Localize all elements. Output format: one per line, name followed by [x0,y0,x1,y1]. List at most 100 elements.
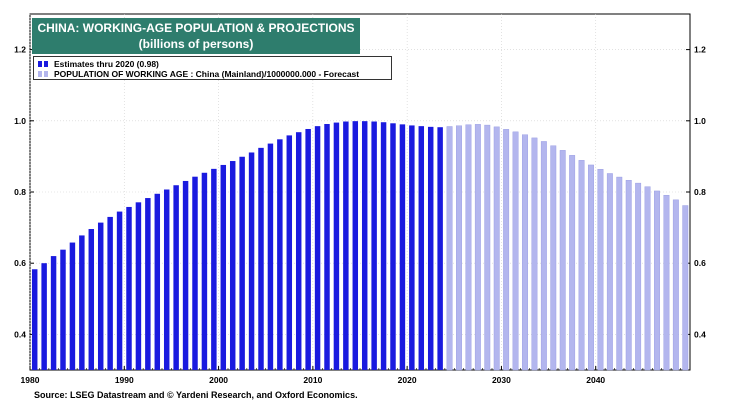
chart-title-box: CHINA: WORKING-AGE POPULATION & PROJECTI… [32,18,360,54]
x-tick-label: 2030 [492,375,511,385]
bar-estimate [418,126,425,370]
legend-swatch-forecast [38,71,42,77]
bar-estimate [41,263,47,370]
chart-legend: Estimates thru 2020 (0.98) POPULATION OF… [33,56,392,80]
y-tick-label-left: 1.0 [14,116,26,126]
bar-estimate [107,216,113,370]
bar-estimate [399,124,406,370]
bar-estimate [126,206,132,370]
x-tick-label: 1980 [21,375,40,385]
y-tick-label-left: 1.2 [14,45,26,55]
bar-forecast [616,176,623,371]
chart-subtitle: (billions of persons) [138,37,254,51]
y-tick-label-right: 1.2 [694,45,706,55]
chart-title: CHINA: WORKING-AGE POPULATION & PROJECTI… [37,21,355,35]
bar-forecast [465,124,472,371]
y-tick-label-left: 0.6 [14,258,26,268]
bar-estimate [352,121,359,370]
bar-estimate [211,168,217,370]
bar-estimate [343,121,349,371]
bar-forecast [484,124,491,371]
bar-forecast [522,134,528,371]
bar-estimate [258,147,264,370]
x-tick-label: 2040 [586,375,605,385]
bar-estimate [248,152,255,370]
bar-estimate [60,249,66,370]
bar-estimate [333,122,340,370]
bar-estimate [145,198,151,370]
bar-estimate [79,235,85,370]
bar-estimate [69,242,76,370]
bar-estimate [380,122,387,370]
bar-forecast [625,180,632,371]
y-tick-label-right: 1.0 [694,116,706,126]
bar-forecast [672,199,679,371]
x-tick-label: 1990 [115,375,134,385]
bar-forecast [550,145,557,371]
y-tick-label-left: 0.8 [14,187,26,197]
y-tick-label-right: 0.6 [694,258,706,268]
bar-forecast [663,195,670,371]
bar-forecast [456,125,462,371]
bar-forecast [597,169,604,371]
x-tick-label: 2000 [209,375,228,385]
source-note: Source: LSEG Datastream and © Yardeni Re… [34,390,358,400]
bar-estimate [50,256,57,370]
legend-swatch-estimates-2 [44,61,48,67]
bar-estimate [135,202,142,370]
legend-item-forecast: POPULATION OF WORKING AGE : China (Mainl… [38,69,387,79]
x-tick-label: 2010 [303,375,322,385]
bar-estimate [97,222,104,370]
bar-estimate [173,185,179,370]
bar-estimate [427,126,434,371]
bar-estimate [267,143,274,370]
bar-forecast [493,126,500,371]
bar-estimate [116,211,123,370]
bar-estimate [437,127,443,370]
legend-label-estimates: Estimates thru 2020 (0.98) [54,59,159,69]
bar-estimate [324,124,330,370]
bar-estimate [361,121,368,370]
bar-forecast [474,124,481,371]
bar-estimate [31,269,38,370]
bar-estimate [229,161,236,370]
legend-item-estimates: Estimates thru 2020 (0.98) [38,59,387,69]
x-tick-label: 2020 [398,375,417,385]
y-tick-label-right: 0.8 [694,187,706,197]
bar-estimate [154,193,161,370]
bar-estimate [390,123,396,371]
bar-estimate [277,139,283,370]
bar-forecast [569,155,576,371]
bar-estimate [239,156,245,370]
bar-estimate [201,172,208,370]
bar-forecast [654,190,660,371]
legend-swatch-forecast-2 [44,71,48,77]
bar-forecast [540,141,547,371]
bar-forecast [644,186,651,371]
bar-estimate [286,135,293,370]
bar-forecast [531,137,538,371]
bar-forecast [503,129,510,371]
bar-forecast [578,160,585,371]
bar-estimate [220,164,227,370]
bar-forecast [635,182,642,371]
bar-estimate [295,132,302,370]
y-tick-label-left: 0.4 [14,329,26,339]
bar-forecast [559,150,566,371]
y-tick-label-right: 0.4 [694,329,706,339]
bar-estimate [163,189,170,370]
bar-estimate [192,176,198,370]
bar-estimate [409,125,415,370]
bar-forecast [446,126,453,371]
bar-estimate [305,128,311,370]
bar-forecast [512,131,519,371]
bar-estimate [314,126,321,370]
bar-estimate [371,121,377,371]
bar-forecast [606,173,613,371]
legend-swatch-estimates [38,61,42,67]
legend-label-forecast: POPULATION OF WORKING AGE : China (Mainl… [54,69,360,79]
bar-estimate [88,229,95,370]
bar-forecast [588,164,594,371]
bar-estimate [182,180,189,370]
